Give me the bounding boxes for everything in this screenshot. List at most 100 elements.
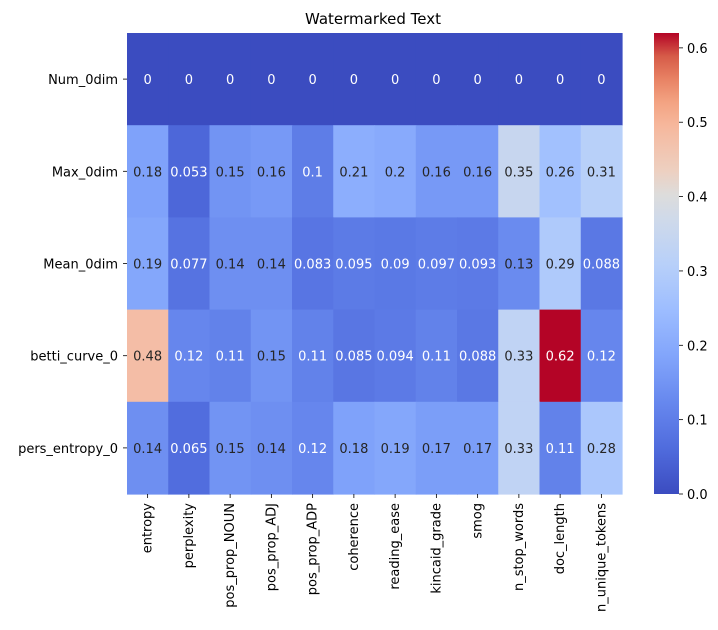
cell-value-label: 0.12 (298, 442, 327, 457)
cell-value-label: 0.33 (504, 350, 533, 365)
cell-value-label: 0.26 (546, 165, 575, 180)
cell-value-label: 0.053 (170, 165, 207, 180)
heatmap-cell (415, 33, 458, 126)
heatmap-cell (250, 309, 293, 403)
heatmap-cell (539, 33, 582, 126)
heatmap-cell (415, 401, 458, 495)
heatmap-cell (457, 401, 499, 495)
cell-value-label: 0 (556, 73, 564, 88)
heatmap-cell (539, 217, 582, 311)
cell-value-label: 0.21 (339, 165, 368, 180)
cell-value-label: 0.12 (174, 350, 203, 365)
heatmap-cell (580, 217, 623, 311)
cell-value-label: 0.28 (587, 442, 616, 457)
cell-value-label: 0.1 (302, 165, 323, 180)
cell-value-label: 0.16 (422, 165, 451, 180)
heatmap-cell (127, 217, 169, 311)
heatmap-cell (457, 217, 499, 311)
row-label: betti_curve_0 (30, 350, 118, 365)
heatmap-cell (415, 309, 458, 403)
row-label: Num_0dim (48, 73, 118, 88)
cell-value-label: 0 (267, 73, 275, 88)
heatmap-cell (209, 217, 252, 311)
heatmap-cell (374, 309, 417, 403)
colorbar: 0.0 0.1 0.2 0.3 0.4 0.5 0.6 (654, 33, 708, 503)
cell-value-label: 0.14 (133, 442, 162, 457)
cell-value-label: 0.085 (335, 350, 372, 365)
cell-value-label: 0 (143, 73, 151, 88)
colorbar-tick-label: 0.5 (687, 116, 708, 131)
row-label: Max_0dim (52, 165, 118, 180)
colorbar-tick-label: 0.4 (687, 191, 708, 206)
cell-value-label: 0.15 (216, 442, 245, 457)
cell-value-label: 0 (432, 73, 440, 88)
heatmap-cell (127, 401, 169, 495)
cell-value-label: 0 (473, 73, 481, 88)
heatmap-cell (209, 309, 252, 403)
cell-value-label: 0 (597, 73, 605, 88)
heatmap-cell (457, 125, 499, 218)
heatmap-cell (415, 125, 458, 218)
cell-value-label: 0.31 (587, 165, 616, 180)
heatmap-cell (580, 401, 623, 495)
colorbar-tick-label: 0.3 (687, 265, 708, 280)
heatmap-cells: 0 0 0 0 0 0 0 0 0 0 0 0 0.18 0.053 0.15 0.16 0.1 0.21 0.2 0… (127, 33, 623, 495)
heatmap-cell (539, 125, 582, 218)
cell-value-label: 0 (391, 73, 399, 88)
heatmap-cell (168, 125, 211, 218)
column-label: kincaid_grade (429, 503, 444, 594)
heatmap-cell (168, 309, 211, 403)
heatmap-cell (333, 33, 376, 126)
cell-value-label: 0.094 (377, 350, 414, 365)
cell-value-label: 0.14 (257, 258, 286, 273)
cell-value-label: 0.48 (133, 350, 162, 365)
heatmap-cell (292, 401, 334, 495)
cell-value-label: 0.19 (381, 442, 410, 457)
cell-value-label: 0.065 (170, 442, 207, 457)
heatmap-cell (168, 33, 211, 126)
colorbar-tick-label: 0.2 (687, 339, 708, 354)
cell-value-label: 0.12 (587, 350, 616, 365)
heatmap-cell (498, 125, 541, 218)
column-labels: entropy perplexity pos_prop_NOUN pos_prop_A… (141, 494, 609, 612)
cell-value-label: 0.11 (422, 350, 451, 365)
cell-value-label: 0 (185, 73, 193, 88)
heatmap-cell (374, 125, 417, 218)
heatmap-cell (333, 217, 376, 311)
heatmap-cell (415, 217, 458, 311)
heatmap-cell (250, 217, 293, 311)
cell-value-label: 0.33 (504, 442, 533, 457)
cell-value-label: 0.11 (546, 442, 575, 457)
heatmap-cell (292, 33, 334, 126)
cell-value-label: 0.09 (381, 258, 410, 273)
cell-value-label: 0.16 (463, 165, 492, 180)
heatmap-cell (498, 33, 541, 126)
heatmap-cell (250, 33, 293, 126)
column-label: coherence (347, 503, 362, 571)
heatmap-cell (333, 401, 376, 495)
cell-value-label: 0.093 (459, 258, 496, 273)
heatmap-cell (127, 309, 169, 403)
heatmap-cell (209, 33, 252, 126)
column-label: reading_ease (388, 503, 403, 590)
heatmap-cell (127, 33, 169, 126)
column-label: n_stop_words (512, 503, 527, 591)
heatmap-cell (127, 125, 169, 218)
cell-value-label: 0 (226, 73, 234, 88)
heatmap-cell (292, 217, 334, 311)
heatmap-cell (374, 401, 417, 495)
heatmap-cell (209, 401, 252, 495)
heatmap-cell (374, 217, 417, 311)
colorbar-tick-label: 0.6 (687, 42, 708, 57)
heatmap-cell (539, 309, 582, 403)
heatmap-cell (250, 125, 293, 218)
cell-value-label: 0.18 (133, 165, 162, 180)
cell-value-label: 0.15 (257, 350, 286, 365)
column-label: n_unique_tokens (594, 503, 609, 612)
cell-value-label: 0.14 (216, 258, 245, 273)
colorbar-tick-label: 0.0 (687, 488, 708, 503)
colorbar-gradient (654, 33, 679, 494)
heatmap-cell (250, 401, 293, 495)
heatmap-cell (498, 401, 541, 495)
